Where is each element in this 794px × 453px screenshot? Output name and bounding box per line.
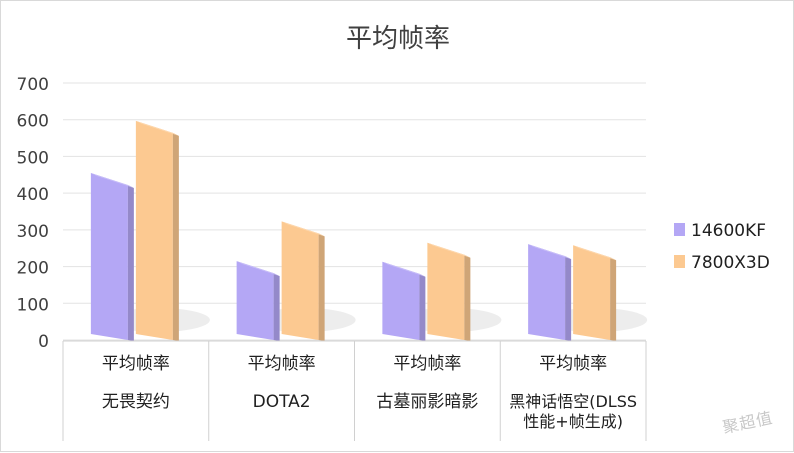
- x-category-label: DOTA2: [253, 392, 311, 412]
- x-category-label: 平均帧率: [393, 354, 461, 374]
- bar-14600KF-0: [90, 172, 134, 341]
- bar-side-face: [273, 273, 280, 341]
- bar-top-face: [427, 242, 471, 258]
- legend-swatch: [674, 255, 685, 268]
- bar-14600KF-3: [528, 244, 572, 341]
- y-tick-label: 600: [17, 112, 49, 132]
- x-category-label: 平均帧率: [248, 354, 316, 374]
- bar-top-face: [236, 261, 280, 277]
- x-category-label: 平均帧率: [539, 354, 607, 374]
- bar-top-face: [90, 172, 134, 188]
- x-category-label: 无畏契约: [102, 392, 170, 412]
- bar-front-face: [236, 261, 274, 340]
- bar-front-face: [281, 221, 319, 340]
- y-tick-label: 400: [17, 185, 49, 205]
- y-tick-label: 300: [17, 222, 49, 242]
- bars: [90, 120, 648, 341]
- y-tick-label: 700: [17, 75, 49, 95]
- y-tick-label: 100: [17, 295, 49, 315]
- bar-front-face: [90, 172, 128, 340]
- y-tick-label: 500: [17, 148, 49, 168]
- bar-front-face: [528, 244, 566, 340]
- y-tick-label: 0: [38, 332, 49, 352]
- bar-side-face: [172, 132, 179, 341]
- bar-14600KF-1: [236, 261, 280, 341]
- bar-top-face: [528, 244, 572, 260]
- bar-top-face: [281, 221, 325, 237]
- bar-front-face: [573, 245, 611, 340]
- x-category-label: 黑神话悟空(DLSS: [509, 392, 637, 411]
- legend-label: 14600KF: [691, 221, 766, 241]
- y-tick-label: 200: [17, 259, 49, 279]
- bar-side-face: [610, 257, 617, 341]
- bar-side-face: [127, 184, 134, 341]
- bar-7800X3D-1: [281, 221, 325, 341]
- chart-title: 平均帧率: [346, 24, 450, 54]
- x-axis-category-labels: 平均帧率无畏契约平均帧率DOTA2平均帧率古墓丽影暗影平均帧率黑神话悟空(DLS…: [102, 354, 637, 431]
- bar-7800X3D-2: [427, 242, 471, 341]
- bar-side-face: [565, 256, 572, 341]
- bar-top-face: [382, 261, 426, 277]
- bar-front-face: [427, 242, 465, 340]
- legend-label: 7800X3D: [691, 253, 770, 273]
- bar-side-face: [318, 233, 325, 341]
- bar-top-face: [573, 245, 617, 261]
- legend: 14600KF 7800X3D: [674, 221, 770, 273]
- y-axis-tick-labels: 0 100 200 300 400 500 600 700: [17, 75, 49, 352]
- bar-top-face: [135, 120, 179, 136]
- x-category-label: 平均帧率: [102, 354, 170, 374]
- x-category-label: 古墓丽影暗影: [376, 392, 478, 412]
- bar-side-face: [419, 273, 426, 341]
- bar-front-face: [135, 120, 173, 341]
- bar-14600KF-2: [382, 261, 426, 341]
- x-axis: [62, 340, 647, 441]
- legend-swatch: [674, 223, 685, 236]
- bar-side-face: [464, 254, 471, 341]
- bar-front-face: [382, 261, 420, 340]
- bar-7800X3D-3: [573, 245, 617, 341]
- bar-7800X3D-0: [135, 120, 179, 341]
- x-category-label: 性能+帧生成): [523, 412, 623, 431]
